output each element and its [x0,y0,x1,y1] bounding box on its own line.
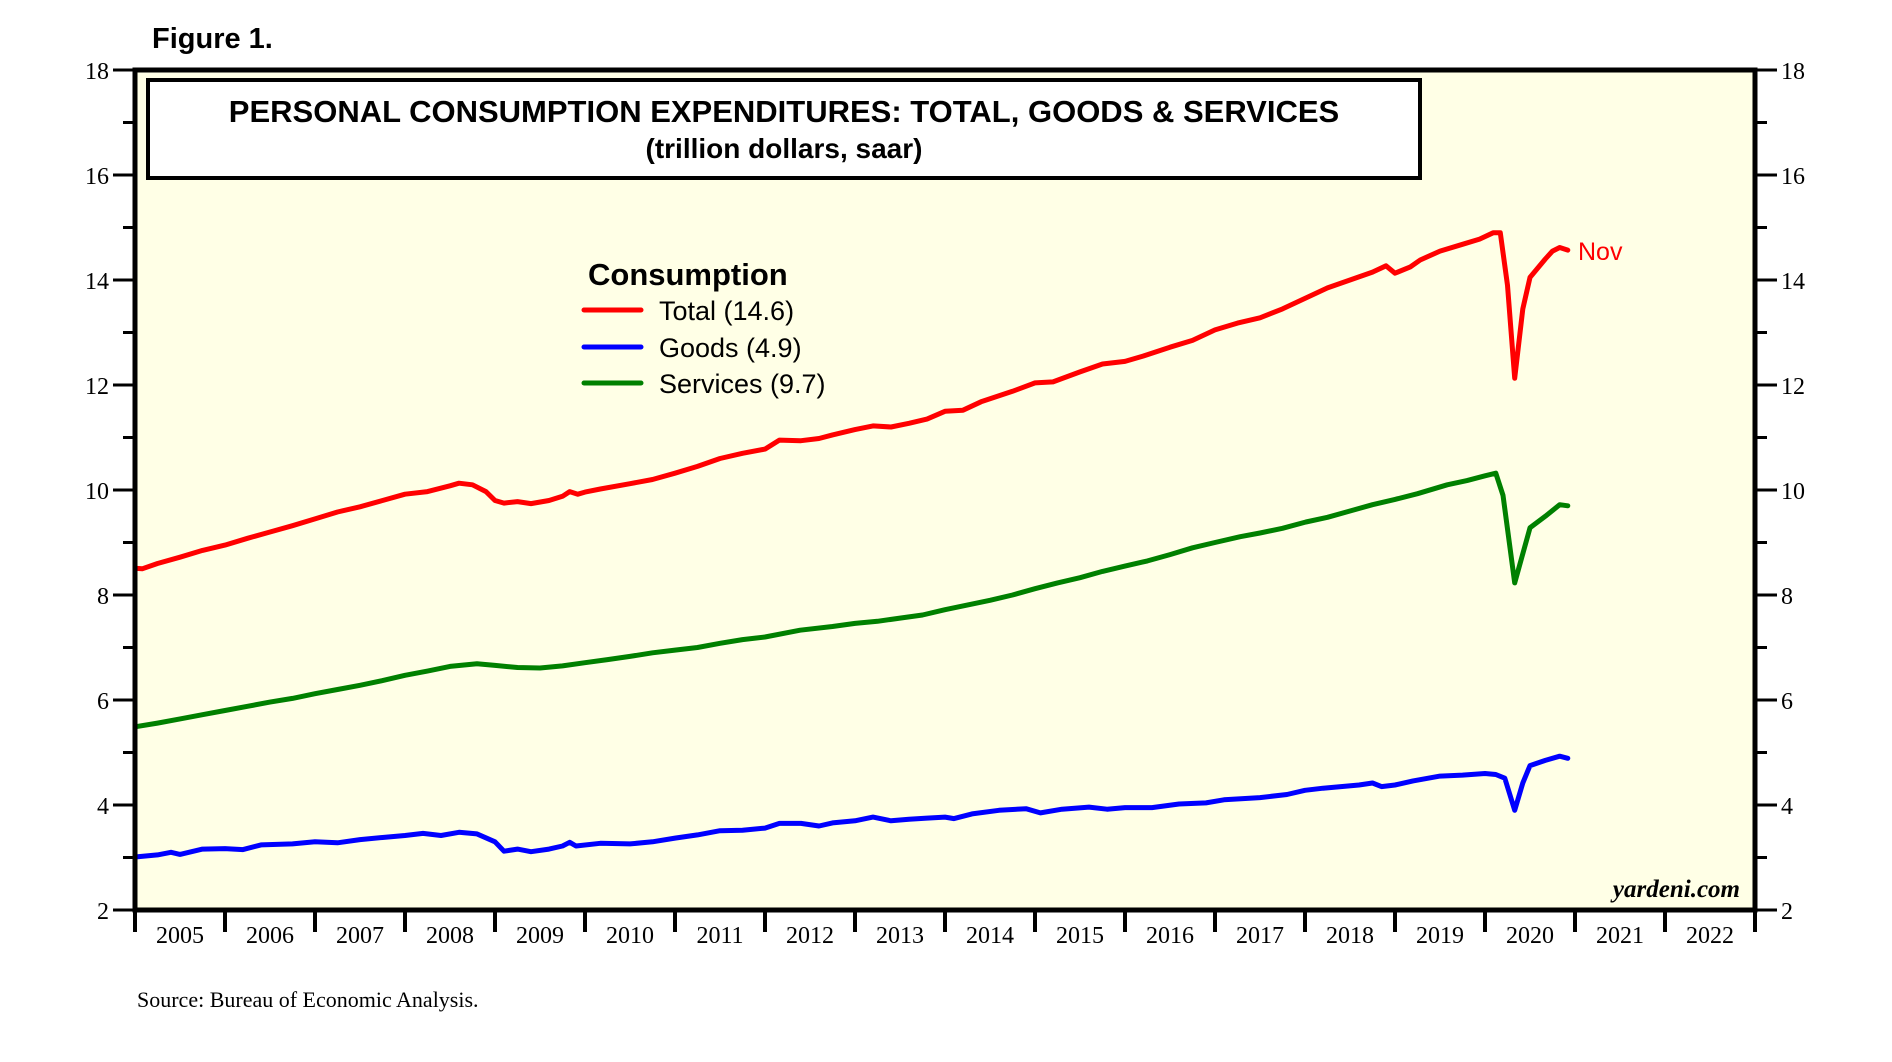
x-tick-label: 2012 [786,923,834,949]
plot-border [132,67,1758,913]
x-tick-label: 2014 [966,923,1014,949]
x-tick-label: 2016 [1146,923,1194,949]
y-tick-label-right: 2 [1781,899,1793,925]
legend: Consumption Total (14.6) Goods (4.9) Ser… [581,257,826,399]
y-tick-label-right: 16 [1781,164,1805,190]
x-tick-label: 2013 [876,923,924,949]
legend-title: Consumption [588,257,788,292]
series-line-services [132,470,1571,730]
y-tick-label-right: 4 [1781,794,1793,820]
source-note: Source: Bureau of Economic Analysis. [137,987,479,1012]
end-label-nov: Nov [1578,238,1623,266]
x-tick-label: 2007 [336,923,384,949]
y-tick-label-right: 18 [1781,59,1805,85]
x-tick-label: 2022 [1686,923,1734,949]
y-tick-label-right: 12 [1781,374,1805,400]
x-tick-label: 2006 [246,923,294,949]
y-axis-left: 2 4 6 8 10 12 14 16 18 [85,59,135,925]
legend-label-total: Total (14.6) [659,296,794,326]
x-tick-label: 2019 [1416,923,1464,949]
y-tick-label-left: 12 [85,374,109,400]
plot-area [135,70,1755,910]
y-tick-label-left: 6 [97,689,109,715]
y-tick-label-right: 8 [1781,584,1793,610]
brand-label: yardeni.com [1610,876,1740,903]
title-box [146,78,1422,180]
y-tick-label-right: 6 [1781,689,1793,715]
x-tick-label: 2008 [426,923,474,949]
chart-title: PERSONAL CONSUMPTION EXPENDITURES: TOTAL… [229,94,1339,129]
y-tick-label-right: 10 [1781,479,1805,505]
x-tick-label: 2020 [1506,923,1554,949]
y-tick-label-left: 8 [97,584,109,610]
y-tick-label-left: 14 [85,269,109,295]
legend-label-goods: Goods (4.9) [659,333,802,363]
y-tick-label-left: 18 [85,59,109,85]
y-tick-label-right: 14 [1781,269,1805,295]
y-tick-label-left: 2 [97,899,109,925]
x-tick-label: 2010 [606,923,654,949]
x-tick-label: 2017 [1236,923,1284,949]
y-axis-right: 2 4 6 8 10 12 14 16 18 [1755,59,1805,925]
y-tick-label-left: 4 [97,794,109,820]
x-tick-label: 2015 [1056,923,1104,949]
series-line-goods [132,753,1571,860]
series-layer [132,230,1571,860]
legend-label-services: Services (9.7) [659,369,826,399]
y-tick-label-left: 10 [85,479,109,505]
x-tick-label: 2021 [1596,923,1644,949]
x-tick-label: 2009 [516,923,564,949]
x-tick-label: 2005 [156,923,204,949]
chart-subtitle: (trillion dollars, saar) [646,133,923,164]
x-axis: 2005 2006 2007 2008 2009 2010 2011 2012 2013 2014… [133,910,1757,949]
figure-label: Figure 1. [152,23,273,55]
y-tick-label-left: 16 [85,164,109,190]
x-tick-label: 2018 [1326,923,1374,949]
series-line-total [132,230,1571,572]
x-tick-label: 2011 [696,923,743,949]
